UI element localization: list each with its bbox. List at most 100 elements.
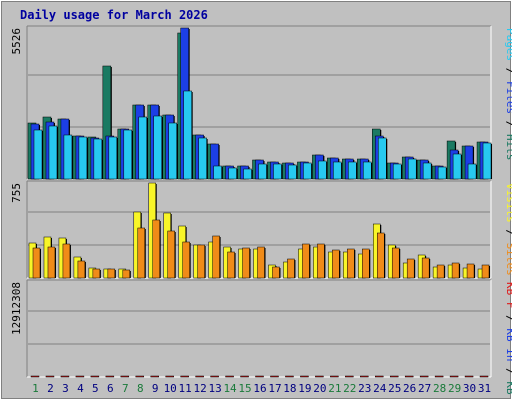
x-tick-label: 5: [92, 382, 99, 395]
kbf-bar-kb-f: [300, 375, 309, 378]
x-tick-label: 29: [448, 382, 461, 395]
x-tick-label: 28: [433, 382, 446, 395]
kbf-bar-kb-f: [30, 375, 40, 378]
x-tick-label: 24: [373, 382, 387, 395]
hits-bar-pages: [93, 138, 103, 180]
hits-bar-pages: [33, 129, 43, 180]
hits-bar-pages: [437, 166, 447, 180]
hits-bar-pages: [407, 158, 417, 180]
x-tick-label: 21: [328, 382, 341, 395]
kbf-bar-kb-f: [419, 375, 429, 378]
kbf-bar-kb-f: [345, 375, 354, 378]
hits-bar-pages: [333, 161, 342, 180]
x-tick-label: 1: [32, 382, 39, 395]
kbf-bar-kb-f: [270, 375, 279, 378]
kbf-bar-kb-f: [90, 375, 100, 378]
kbf-bar-kb-f: [45, 375, 55, 378]
x-tick-label: 10: [164, 382, 177, 395]
legend-entry: /: [504, 61, 512, 81]
visits-bar-sites: [272, 266, 280, 279]
hits-bar-pages: [273, 163, 282, 180]
x-tick-label: 23: [358, 382, 371, 395]
hits-bar-pages: [303, 162, 312, 180]
hits-bar-pages: [392, 163, 402, 180]
hits-bar-pages: [228, 167, 237, 180]
visits-bar-sites: [77, 260, 86, 279]
kbf-bar-kb-f: [404, 375, 414, 378]
visits-bar-sites: [227, 251, 235, 279]
visits-bar-sites: [302, 243, 310, 279]
hits-bar-pages: [467, 163, 477, 180]
kbf-bar-kb-f: [434, 375, 444, 378]
visits-bar-sites: [421, 257, 430, 279]
x-tick-label: 27: [418, 382, 431, 395]
visits-bar-sites: [122, 269, 131, 279]
kbf-bar-kb-f: [75, 375, 85, 378]
kbf-bar-kb-f: [449, 375, 459, 378]
kbf-bar-kb-f: [464, 375, 474, 378]
x-tick-label: 7: [122, 382, 129, 395]
legend-entry: Hits: [504, 134, 512, 161]
legend-entry: Files: [504, 81, 512, 114]
visits-bar-sites: [92, 268, 101, 279]
hits-bar-pages: [318, 160, 327, 180]
hits-bar-pages: [213, 165, 222, 180]
kbf-bar-kb-f: [105, 375, 115, 378]
kbf-bar-kb-f: [195, 375, 204, 378]
kbf-bar-kb-f: [150, 375, 159, 378]
kbf-bar-kb-f: [255, 375, 264, 378]
legend-entry: /: [504, 362, 512, 382]
visits-bar-sites: [391, 247, 400, 279]
kbf-bar-kb-f: [285, 375, 294, 378]
x-tick-label: 6: [107, 382, 114, 395]
x-tick-label: 30: [463, 382, 476, 395]
hits-bar-pages: [363, 161, 372, 180]
hits-bar-pages: [123, 129, 133, 180]
x-tick-label: 2: [47, 382, 54, 395]
hits-bar-pages: [482, 142, 492, 180]
x-tick-label: 22: [343, 382, 356, 395]
hits-bar-pages: [288, 164, 297, 180]
hits-bar-pages: [378, 137, 387, 180]
hits-bar-pages: [183, 90, 192, 180]
visits-bar-sites: [167, 230, 175, 279]
kbf-bar-kb-f: [165, 375, 174, 378]
hits-bar-pages: [198, 137, 207, 180]
hits-bar-pages: [63, 134, 73, 180]
visits-bar-sites: [287, 258, 295, 279]
x-tick-label: 13: [208, 382, 221, 395]
visits-bar-sites: [451, 262, 460, 279]
visits-bar-sites: [182, 241, 190, 279]
visits-bar-sites: [481, 264, 490, 279]
x-tick-label: 16: [253, 382, 266, 395]
x-tick-label: 19: [298, 382, 311, 395]
x-tick-label: 8: [137, 382, 144, 395]
x-tick-label: 15: [238, 382, 251, 395]
visits-bar-sites: [436, 264, 445, 279]
legend-entry: /: [504, 114, 512, 134]
kbf-bar-kb-f: [120, 375, 130, 378]
legend-entry: Sites: [504, 243, 512, 276]
kbf-bar-kb-f: [315, 375, 324, 378]
x-tick-label: 31: [478, 382, 491, 395]
kbf-max-label: 12912308: [10, 282, 23, 335]
hits-bar-pages: [78, 136, 88, 180]
hits-bar-pages: [243, 168, 252, 180]
legend-entry: KB In: [504, 328, 512, 361]
legend-entry: /: [504, 309, 512, 329]
x-tick-label: 12: [194, 382, 207, 395]
visits-bar-sites: [406, 258, 415, 279]
x-tick-label: 18: [283, 382, 296, 395]
kbf-panel-plot-area: [27, 280, 491, 377]
legend-entry: KB Out: [504, 381, 512, 400]
visits-bar-sites: [47, 246, 56, 279]
visits-bar-sites: [212, 235, 220, 279]
chart-title: Daily usage for March 2026: [20, 8, 208, 22]
x-tick-label: 26: [403, 382, 416, 395]
kbf-bar-kb-f: [360, 375, 369, 378]
kbf-legend: KB F / KB In / KB Out: [504, 282, 512, 400]
legend-entry: Pages: [504, 28, 512, 61]
hits-bar-pages: [422, 162, 432, 180]
